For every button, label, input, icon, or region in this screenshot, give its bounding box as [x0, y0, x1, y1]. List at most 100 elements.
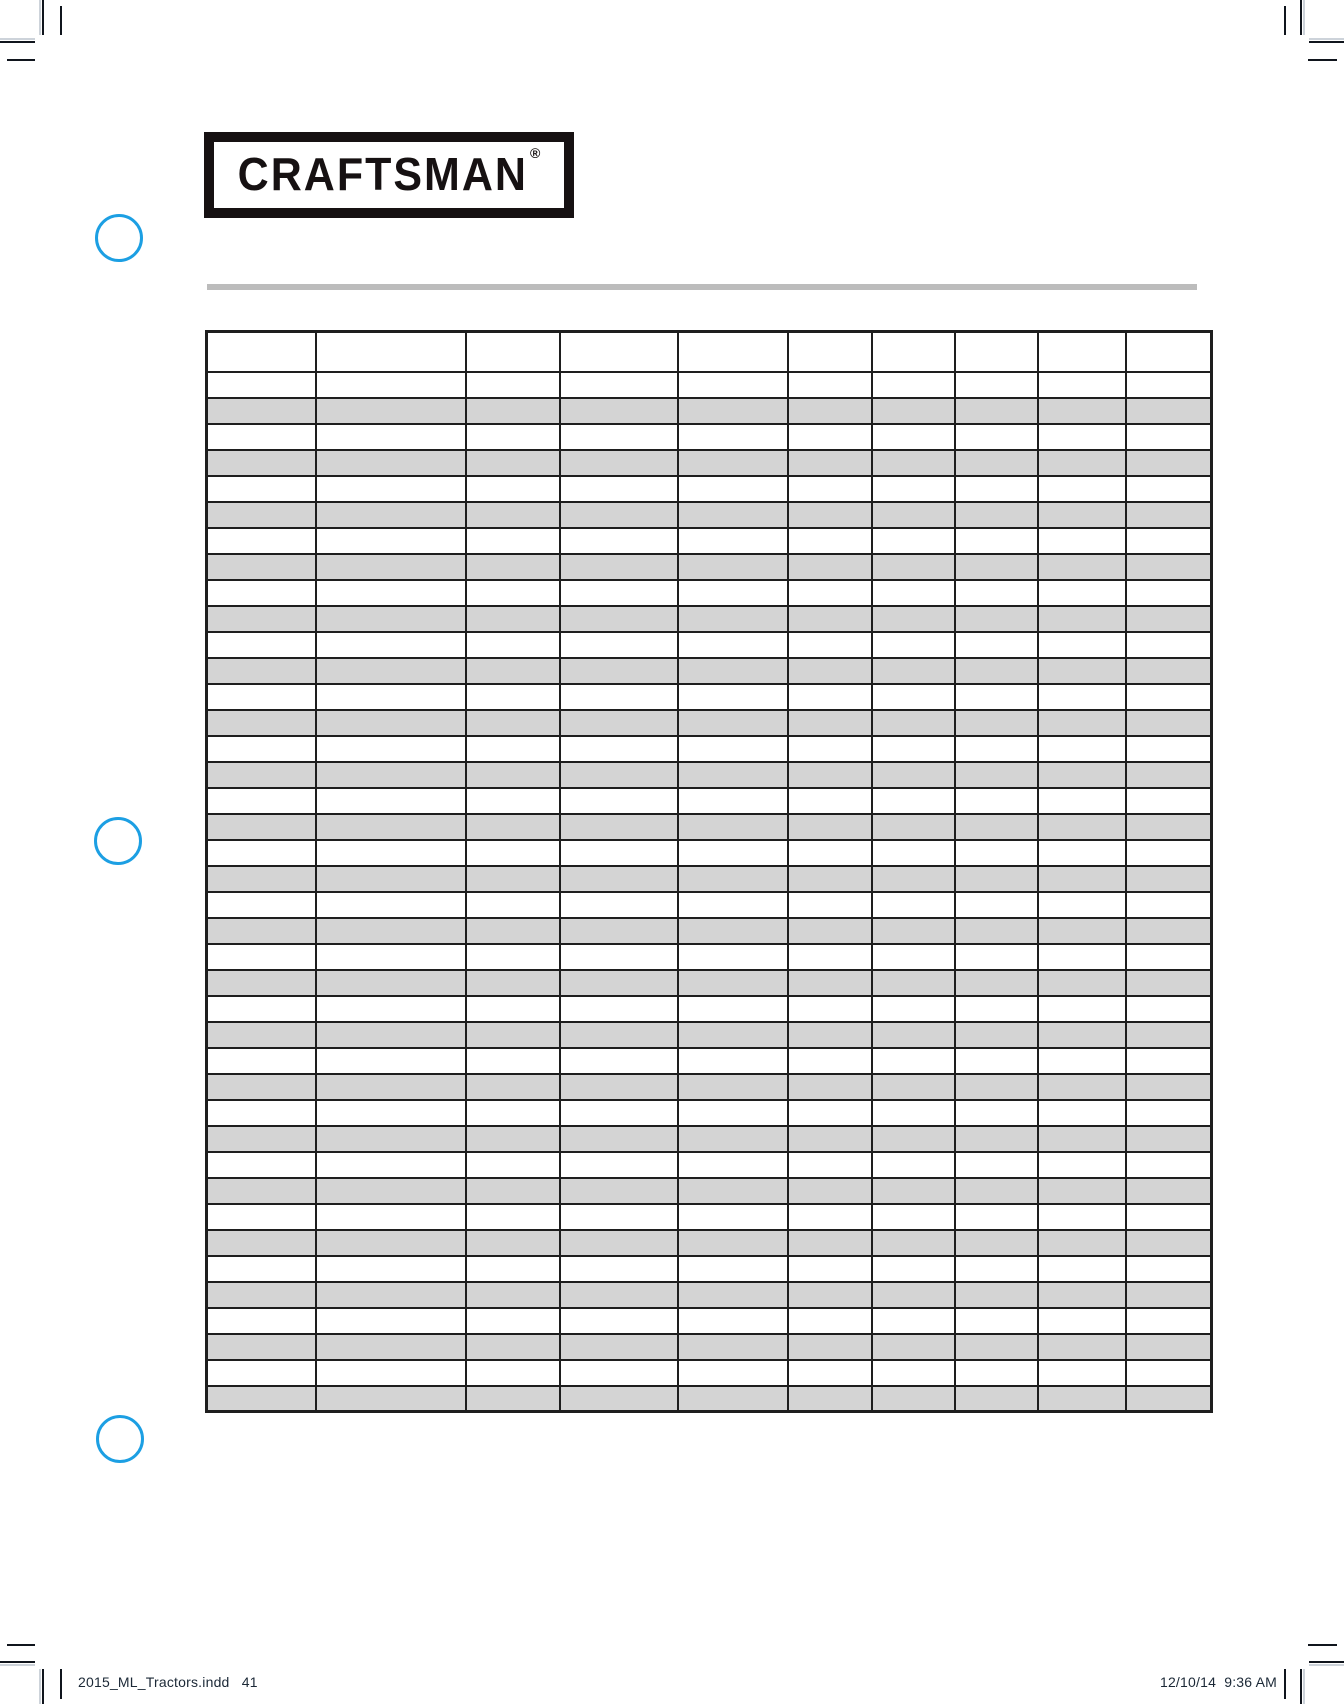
- table-cell: [464, 864, 561, 893]
- table-cell: [314, 1384, 467, 1413]
- table-cell: [1124, 448, 1213, 477]
- table-row: [205, 968, 1213, 997]
- table-cell: [314, 968, 467, 997]
- table-cell: [870, 708, 956, 737]
- table-header-row: [205, 330, 1213, 373]
- table-row: [205, 682, 1213, 711]
- registration-circle: [96, 1415, 144, 1463]
- table-cell: [953, 968, 1039, 997]
- table-cell: [676, 734, 789, 763]
- table-cell: [1036, 864, 1127, 893]
- table-cell: [1124, 370, 1213, 399]
- table-cell: [205, 1358, 317, 1387]
- table-cell: [314, 812, 467, 841]
- table-cell: [870, 604, 956, 633]
- table-cell: [205, 734, 317, 763]
- table-cell: [870, 1202, 956, 1231]
- table-cell: [314, 916, 467, 945]
- table-cell: [558, 474, 679, 503]
- table-cell: [558, 682, 679, 711]
- table-cell: [786, 682, 873, 711]
- table-cell: [205, 526, 317, 555]
- table-cell: [558, 448, 679, 477]
- table-cell: [1036, 890, 1127, 919]
- table-cell: [676, 1306, 789, 1335]
- table-cell: [1036, 578, 1127, 607]
- table-cell: [953, 630, 1039, 659]
- table-row: [205, 1046, 1213, 1075]
- table-cell: [676, 682, 789, 711]
- table-cell: [558, 890, 679, 919]
- table-row: [205, 1228, 1213, 1257]
- table-cell: [870, 968, 956, 997]
- table-cell: [558, 552, 679, 581]
- table-header-cell: [314, 330, 467, 373]
- table-cell: [1124, 578, 1213, 607]
- table-cell: [1124, 552, 1213, 581]
- table-cell: [786, 838, 873, 867]
- table-cell: [676, 552, 789, 581]
- crop-mark: [1309, 41, 1344, 43]
- table-cell: [464, 682, 561, 711]
- table-cell: [558, 1280, 679, 1309]
- table-cell: [786, 734, 873, 763]
- table-header-cell: [676, 330, 789, 373]
- table-cell: [314, 1072, 467, 1101]
- table-cell: [786, 1202, 873, 1231]
- table-cell: [1036, 916, 1127, 945]
- table-cell: [870, 500, 956, 529]
- table-cell: [464, 578, 561, 607]
- divider-bar: [207, 284, 1197, 290]
- table-cell: [1124, 1228, 1213, 1257]
- table-row: [205, 890, 1213, 919]
- table-cell: [314, 864, 467, 893]
- table-cell: [1036, 630, 1127, 659]
- table-cell: [1124, 500, 1213, 529]
- table-row: [205, 370, 1213, 399]
- table-cell: [786, 604, 873, 633]
- table-cell: [464, 1358, 561, 1387]
- table-cell: [314, 760, 467, 789]
- table-cell: [786, 578, 873, 607]
- table-cell: [786, 1280, 873, 1309]
- table-row: [205, 1254, 1213, 1283]
- table-cell: [205, 630, 317, 659]
- table-cell: [558, 422, 679, 451]
- table-cell: [558, 1228, 679, 1257]
- table-cell: [1036, 396, 1127, 425]
- table-cell: [1036, 552, 1127, 581]
- crop-mark: [42, 0, 44, 35]
- table-cell: [464, 1254, 561, 1283]
- table-cell: [786, 1306, 873, 1335]
- spec-table: [205, 330, 1213, 1413]
- table-cell: [953, 682, 1039, 711]
- table-cell: [1124, 994, 1213, 1023]
- table-cell: [314, 526, 467, 555]
- table-cell: [464, 890, 561, 919]
- table-cell: [205, 448, 317, 477]
- table-cell: [1124, 1150, 1213, 1179]
- crop-mark: [60, 6, 62, 35]
- table-cell: [205, 890, 317, 919]
- table-row: [205, 526, 1213, 555]
- table-cell: [1124, 1254, 1213, 1283]
- table-cell: [464, 1176, 561, 1205]
- table-header-cell: [558, 330, 679, 373]
- table-cell: [676, 968, 789, 997]
- table-cell: [676, 396, 789, 425]
- crop-mark: [1300, 1669, 1302, 1704]
- table-row: [205, 552, 1213, 581]
- table-cell: [205, 812, 317, 841]
- table-cell: [953, 1176, 1039, 1205]
- table-cell: [676, 422, 789, 451]
- table-row: [205, 760, 1213, 789]
- table-cell: [314, 1306, 467, 1335]
- table-cell: [464, 422, 561, 451]
- spec-table-body: [205, 370, 1213, 1413]
- table-cell: [205, 1384, 317, 1413]
- table-row: [205, 1280, 1213, 1309]
- table-cell: [786, 708, 873, 737]
- table-header-cell: [953, 330, 1039, 373]
- table-row: [205, 1358, 1213, 1387]
- table-cell: [205, 1228, 317, 1257]
